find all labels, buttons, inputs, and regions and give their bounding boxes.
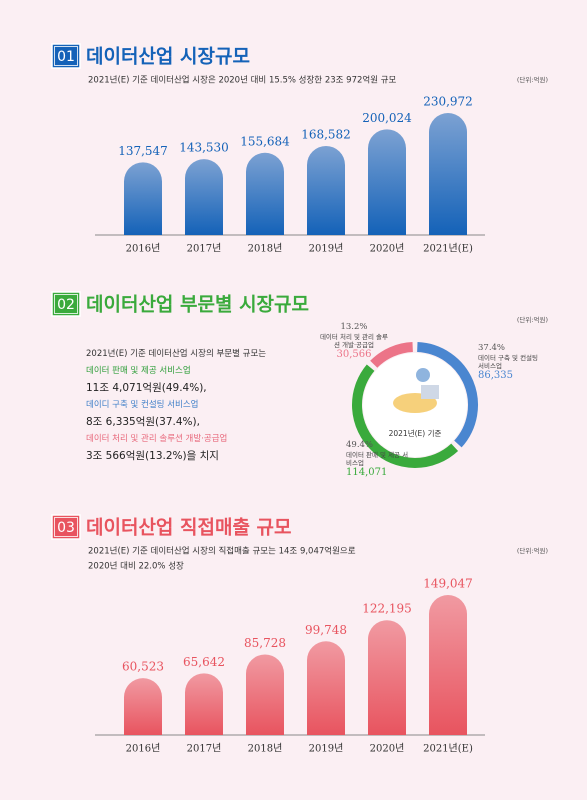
bar xyxy=(246,152,284,235)
badge-inner xyxy=(54,46,78,66)
x-tick-label: 2020년 xyxy=(370,743,405,755)
badge-inner xyxy=(54,517,78,537)
value-label: 99,748 xyxy=(305,623,347,637)
value-label: 200,024 xyxy=(362,111,412,125)
segment-name: 데이터 처리 및 관리 솔루션 개발·공급업 xyxy=(319,332,389,349)
badge-inner xyxy=(54,294,78,314)
value-label: 230,972 xyxy=(423,95,473,109)
segment-percent: 37.4% xyxy=(478,343,506,353)
value-label: 137,547 xyxy=(118,144,168,158)
x-tick-label: 2018년 xyxy=(248,243,283,255)
segment-name: 데이터 구축 및 컨설팅 서비스업 xyxy=(478,353,539,370)
bar xyxy=(368,620,406,735)
item-name: 데이터 처리 및 관리 솔루션 개발·공급업 xyxy=(86,434,228,444)
center-label: 2021년(E) 기준 xyxy=(389,428,442,438)
segment-amount: 30,566 xyxy=(336,348,372,360)
x-tick-label: 2021년(E) xyxy=(423,743,473,755)
donut-segment xyxy=(370,342,414,368)
bar xyxy=(307,641,345,735)
section-title: 데이터산업 직접매출 규모 xyxy=(86,517,292,539)
illustration-screen xyxy=(421,385,439,399)
badge-box xyxy=(51,291,81,317)
x-tick-label: 2021년(E) xyxy=(423,243,473,255)
item-name: 데이디 구축 및 컨설팅 서비스업 xyxy=(86,400,199,410)
value-label: 168,582 xyxy=(301,127,351,141)
bar xyxy=(429,595,467,735)
bar xyxy=(185,159,223,235)
value-label: 149,047 xyxy=(423,577,473,591)
badge-number: 03 xyxy=(57,520,75,536)
item-name: 데이터 판매 및 제공 서비스업 xyxy=(86,366,191,376)
badge-number: 02 xyxy=(57,297,75,313)
segment-percent: 13.2% xyxy=(340,322,368,332)
item-amount: 11조 4,071억원(49.4%), xyxy=(86,382,207,394)
section-title: 데이터산업 부문별 시장규모 xyxy=(86,294,309,316)
badge-number: 01 xyxy=(57,49,75,65)
value-label: 85,728 xyxy=(244,636,286,650)
value-label: 122,195 xyxy=(362,602,412,616)
x-tick-label: 2019년 xyxy=(309,743,344,755)
segment-label: 13.2% 데이터 처리 및 관리 솔루션 개발·공급업 30,566 xyxy=(318,322,390,361)
value-label: 65,642 xyxy=(183,655,225,669)
bar xyxy=(429,113,467,235)
badge-box xyxy=(51,43,81,69)
bar xyxy=(124,678,162,735)
bar xyxy=(246,654,284,735)
item-amount: 8조 6,335억원(37.4%), xyxy=(86,416,200,428)
subtitle: 2021년(E) 기준 데이터산업 시장은 2020년 대비 15.5% 성장한… xyxy=(88,75,397,86)
x-tick-label: 2019년 xyxy=(309,243,344,255)
segment-percent: 49.4% xyxy=(346,440,374,450)
unit-label: (단위:억원) xyxy=(517,546,548,555)
bar xyxy=(124,162,162,235)
x-tick-label: 2017년 xyxy=(187,243,222,255)
donut-segment xyxy=(352,364,459,468)
segment-label: 49.4% 데이터 판매 및 제공 서비스업 114,071 xyxy=(346,440,410,479)
donut-segment xyxy=(416,342,478,448)
bar xyxy=(307,145,345,235)
x-tick-label: 2017년 xyxy=(187,743,222,755)
subtitle: 2021년(E) 기준 데이터산업 시장의 직접매출 규모는 14조 9,047… xyxy=(88,546,356,557)
badge-box xyxy=(51,514,81,540)
x-tick-label: 2016년 xyxy=(126,743,161,755)
item-amount: 3조 566억원(13.2%)을 치지 xyxy=(86,450,219,462)
bar xyxy=(368,129,406,235)
x-tick-label: 2016년 xyxy=(126,243,161,255)
subtitle: 2020년 대비 22.0% 성장 xyxy=(88,561,184,572)
segment-amount: 86,335 xyxy=(478,369,513,381)
x-tick-label: 2020년 xyxy=(370,243,405,255)
segment-label: 37.4% 데이터 구축 및 컨설팅 서비스업 86,335 xyxy=(478,343,540,382)
value-label: 60,523 xyxy=(122,660,164,674)
value-label: 143,530 xyxy=(179,141,229,155)
x-tick-label: 2018년 xyxy=(248,743,283,755)
segment-name: 데이터 판매 및 제공 서비스업 xyxy=(346,450,409,467)
unit-label: (단위:억원) xyxy=(517,315,548,324)
unit-label: (단위:억원) xyxy=(517,75,548,84)
illustration-cloud xyxy=(416,368,430,382)
bar xyxy=(185,673,223,735)
value-label: 155,684 xyxy=(240,134,290,148)
description-intro: 2021년(E) 기준 데이터산업 시장의 부문별 규모는 xyxy=(86,349,267,359)
segment-amount: 114,071 xyxy=(346,466,388,478)
section-title: 데이터산업 시장규모 xyxy=(86,46,250,68)
